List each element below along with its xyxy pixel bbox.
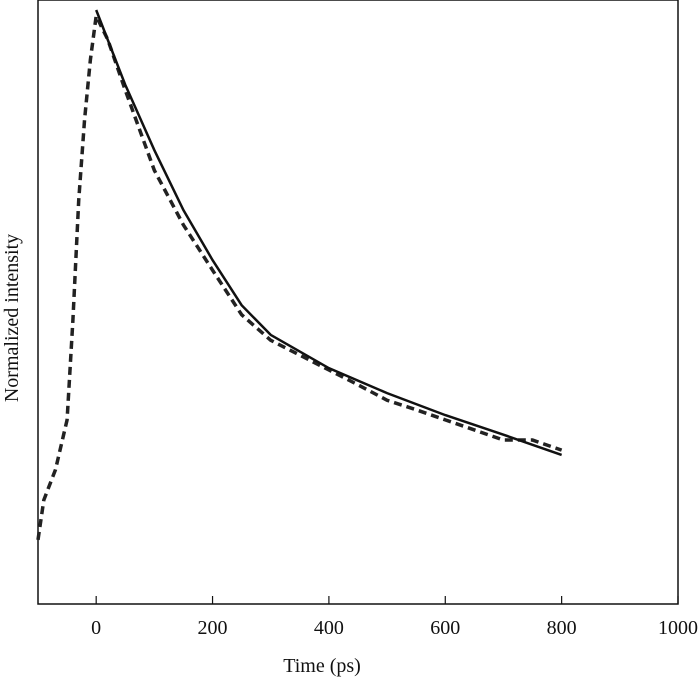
x-tick-label: 1000 [658,617,698,639]
x-axis-label: Time (ps) [283,655,361,677]
x-tick-label: 200 [198,617,228,639]
x-tick-label: 400 [314,617,344,639]
x-tick-label: 0 [91,617,101,639]
plot-frame [37,0,679,605]
data-line [36,9,563,541]
x-tick-label: 600 [430,617,460,639]
data-line [95,9,563,457]
y-axis-label: Normalized intensity [1,234,23,402]
x-tick-label: 800 [547,617,577,639]
